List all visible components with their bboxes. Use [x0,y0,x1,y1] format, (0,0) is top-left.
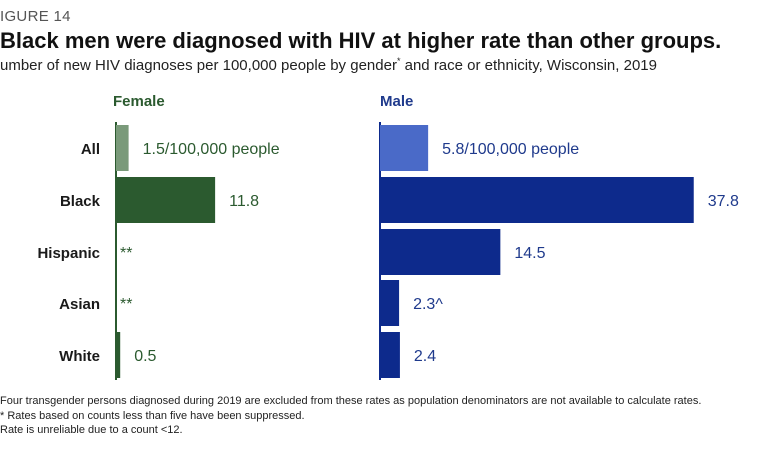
category-label-all: All [81,141,100,158]
female-data-label-all: 1.5/100,000 people [143,141,280,158]
chart-subtitle: umber of new HIV diagnoses per 100,000 p… [0,56,657,74]
category-label-black: Black [60,193,101,210]
figure-label: IGURE 14 [0,8,71,25]
female-data-label-black: 11.8 [229,193,259,210]
male-bar-all [380,125,429,171]
female-data-label-hispanic: ** [120,245,132,262]
male-data-label-black: 37.8 [708,193,739,210]
female-bar-black [116,177,216,223]
footnote-transgender: Four transgender persons diagnosed durin… [0,395,702,407]
male-bar-white [380,332,400,378]
male-data-label-all: 5.8/100,000 people [442,141,579,158]
male-bar-hispanic [380,229,501,275]
footnote-suppressed: * Rates based on counts less than five h… [0,409,305,422]
subtitle-text-end: and race or ethnicity, Wisconsin, 2019 [400,57,657,74]
male-data-label-hispanic: 14.5 [514,245,545,262]
male-data-label-asian: 2.3^ [413,296,443,313]
male-bar-asian [380,280,400,326]
female-data-label-asian: ** [120,296,132,313]
chart-title: Black men were diagnosed with HIV at hig… [0,28,722,53]
footnotes: Four transgender persons diagnosed durin… [0,394,701,438]
female-bar-all [116,125,129,171]
male-data-label-white: 2.4 [414,348,436,365]
bar-chart: All Black Hispanic Asian White Female 1.5/100,… [37,93,739,380]
female-data-label-white: 0.5 [134,348,156,365]
category-label-white: White [59,348,100,365]
category-label-asian: Asian [59,296,100,313]
category-label-hispanic: Hispanic [37,245,100,262]
subtitle-footnote-marker: * [396,56,401,66]
female-bar-white [116,332,121,378]
female-panel-header: Female [113,93,165,110]
male-bar-black [380,177,694,223]
male-panel-header: Male [380,93,413,110]
subtitle-text: umber of new HIV diagnoses per 100,000 p… [0,57,397,74]
footnote-unreliable: Rate is unreliable due to a count <12. [0,424,183,436]
